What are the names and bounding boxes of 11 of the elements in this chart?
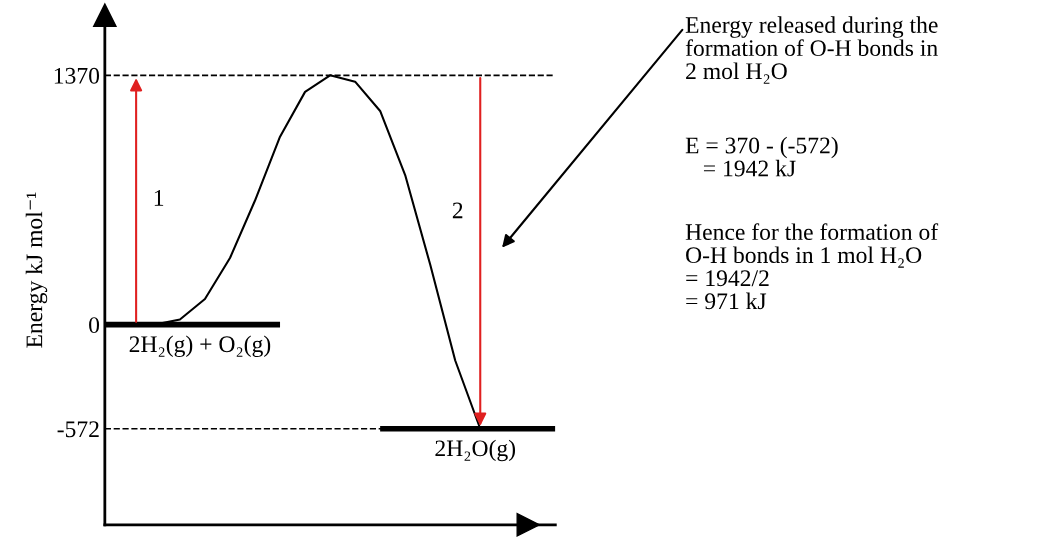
annotation: 1	[154, 190, 164, 206]
annotation: 2	[452, 202, 463, 219]
y-tick-label: 1370	[54, 67, 100, 84]
text: Hence for the formation of O-H bonds in 1 mol H₂O = 1942/2 = 971 kJ	[685, 223, 939, 310]
series-label: 2H₂(g) + O₂(g)	[129, 335, 271, 358]
series-label: 2H₂O(g)	[435, 439, 516, 462]
y-tick-label: 0	[89, 317, 100, 334]
text: Energy released during the formation of O-H bonds in 2 mol H₂O	[685, 16, 938, 84]
y-axis-title: Energy kJ mol⁻¹	[25, 192, 48, 348]
y-tick-label: -572	[57, 421, 99, 438]
text: E = 370 - (-572) = 1942 kJ	[685, 136, 838, 177]
